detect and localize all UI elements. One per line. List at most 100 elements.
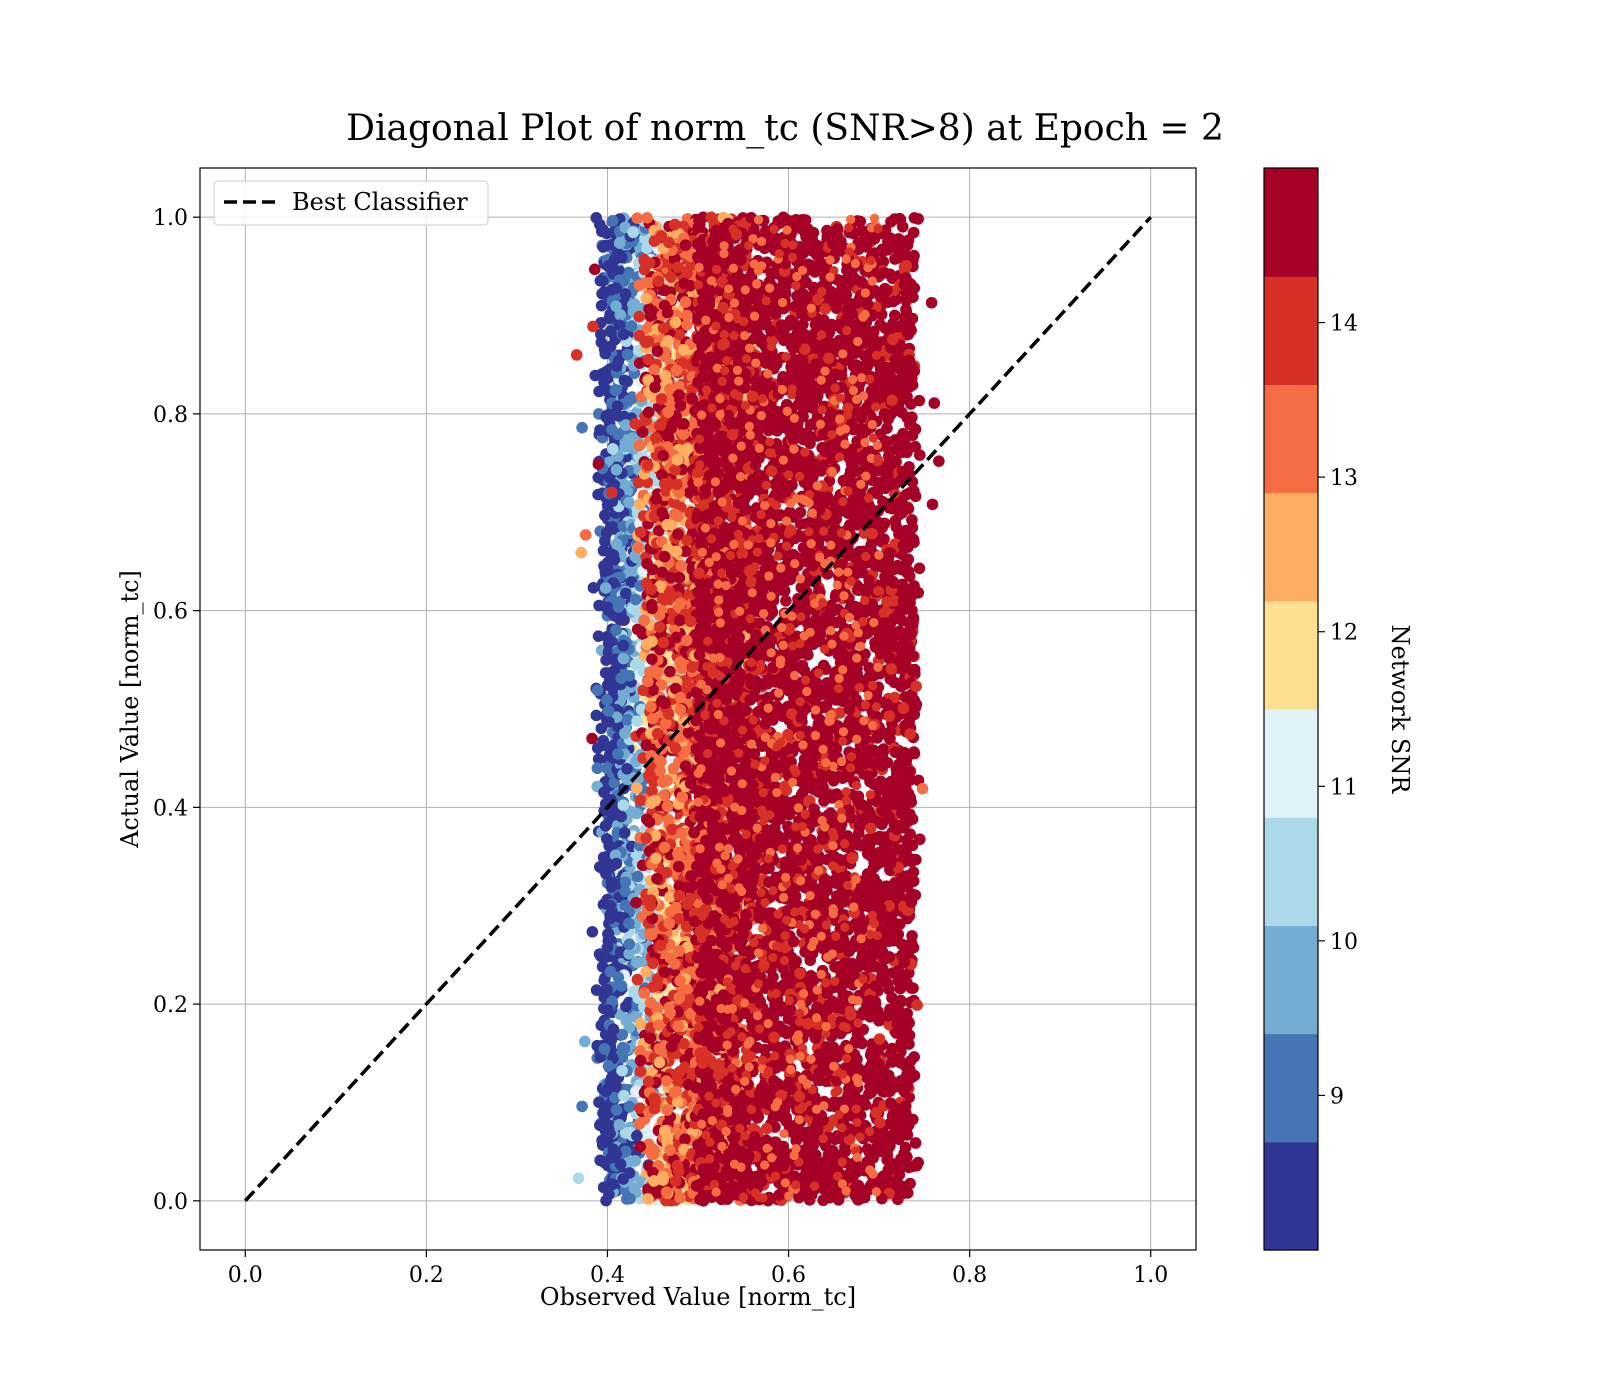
scatter-point [648,364,661,376]
scatter-point [619,885,631,898]
scatter-point [659,697,671,710]
scatter-point [607,1023,620,1036]
scatter-point [600,833,613,845]
scatter-point [613,237,626,250]
scatter-point [623,669,636,682]
scatter-point [644,310,657,322]
scatter-point [625,320,638,332]
scatter-point [599,347,612,360]
scatter-point [629,593,642,606]
scatter-point [594,1119,606,1132]
scatter-point [669,316,682,329]
scatter-point [603,1188,615,1201]
scatter-point [610,360,623,372]
scatter-point [605,876,618,889]
scatter-point [674,1191,686,1204]
scatter-point [681,442,694,455]
scatter-point [600,694,613,706]
scatter-point [630,956,643,969]
scatter-point [606,443,619,455]
scatter-point [672,528,684,540]
scatter-point [673,889,686,902]
scatter-point [612,748,624,760]
scatter-point [597,739,610,752]
scatter-point [633,1117,646,1130]
scatter-point [661,1131,674,1144]
scatter-point [627,298,639,311]
scatter-point [617,799,630,812]
scatter-point [621,713,634,726]
scatter-point [602,1060,615,1072]
scatter-point [667,762,680,775]
scatter-point [610,463,623,476]
scatter-point [617,1173,629,1185]
scatter-point [658,478,671,490]
scatter-point [670,631,683,644]
scatter-point [618,374,631,387]
scatter-point [675,559,687,572]
scatter-point [598,1043,611,1055]
scatter-point [590,212,603,224]
scatter-point [682,726,695,739]
scatter-point [660,1186,673,1198]
scatter-point [650,432,662,444]
scatter-point [621,348,634,361]
scatter-point [645,1148,658,1161]
scatter-point [674,597,687,610]
scatter-point [605,1072,618,1084]
scatter-point [618,1089,630,1102]
scatter-point [666,823,678,836]
scatter-point [674,1065,686,1078]
scatter-point [671,478,683,491]
scatter-point [603,408,615,421]
scatter-point [600,1085,612,1098]
scatter-point [673,944,685,957]
scatter-point [677,428,690,440]
scatter-point [590,984,603,996]
scatter-point [603,716,615,728]
scatter-point [625,576,638,588]
scatter-point [617,328,630,341]
scatter-point [590,709,603,722]
scatter-point [686,661,699,673]
scatter-point [640,292,653,305]
scatter-point [624,1192,636,1205]
scatter-point [660,1075,673,1087]
scatter-point [661,1104,674,1116]
scatter-point [665,271,677,283]
scatter-point [656,776,669,788]
scatter-point [596,1134,608,1147]
scatter-point [662,406,675,418]
scatter-point [668,1086,681,1099]
scatter-point [646,712,659,725]
scatter-point [610,1148,623,1160]
scatter-point [610,538,623,550]
scatter-point [606,214,619,227]
scatter-point [669,901,682,914]
scatter-point [651,727,664,740]
scatter-point [633,329,646,342]
scatter-point [664,1006,676,1019]
scatter-point [623,394,635,407]
scatter-point [679,296,692,308]
scatter-point [587,581,600,594]
scatter-point [640,832,653,844]
scatter-point [681,318,693,331]
scatter-point [650,493,662,505]
scatter-point [678,277,691,290]
scatter-point [644,899,657,912]
scatter-point [664,665,676,678]
scatter-point [644,996,657,1009]
scatter-point [679,239,692,251]
scatter-point [617,652,630,665]
scatter-point [610,300,622,313]
scatter-point [592,630,605,643]
scatter-point [653,1056,666,1069]
scatter-point [638,987,651,999]
scatter-point [644,769,656,782]
scatter-point [676,827,688,839]
scatter-point [634,1054,647,1067]
scatter-point [664,1144,676,1156]
scatter-point [644,1032,656,1045]
scatter-point [592,753,605,765]
